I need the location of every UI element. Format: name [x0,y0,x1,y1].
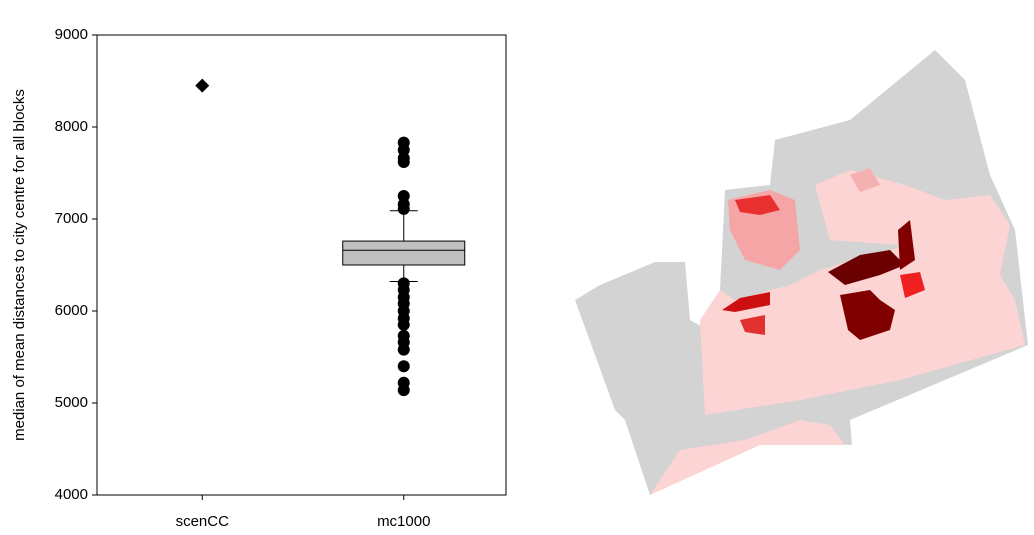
map-district [650,420,845,495]
outlier [397,384,410,397]
map [575,50,1028,495]
x-tick-label: mc1000 [377,513,430,530]
diamond-marker [195,78,210,93]
map-hotspot [735,195,780,215]
outlier [397,155,410,168]
y-axis-label: median of mean distances to city centre … [11,89,28,441]
box [342,240,466,266]
y-tick-label: 7000 [55,210,88,227]
map-hotspot [900,272,925,298]
outlier [397,202,410,215]
outlier [397,144,410,156]
outlier [397,343,410,356]
whisker [389,210,418,242]
map-district [815,170,1010,275]
y-tick-label: 8000 [55,118,88,135]
map-hotspot [740,315,765,335]
x-tick-label: scenCC [176,513,230,530]
y-tick-label: 5000 [55,394,88,411]
map-hotspot [898,220,915,270]
outlier [397,190,410,202]
map-base [575,50,1028,495]
y-tick-label: 9000 [55,26,88,43]
map-district [850,168,880,192]
outlier [397,318,410,331]
y-tick-label: 4000 [55,486,88,503]
map-hotspot [722,292,770,312]
plot-frame [96,34,507,496]
map-hotspot [828,250,905,285]
map-hotspot [840,290,895,340]
y-tick-label: 6000 [55,302,88,319]
outlier [397,360,410,373]
